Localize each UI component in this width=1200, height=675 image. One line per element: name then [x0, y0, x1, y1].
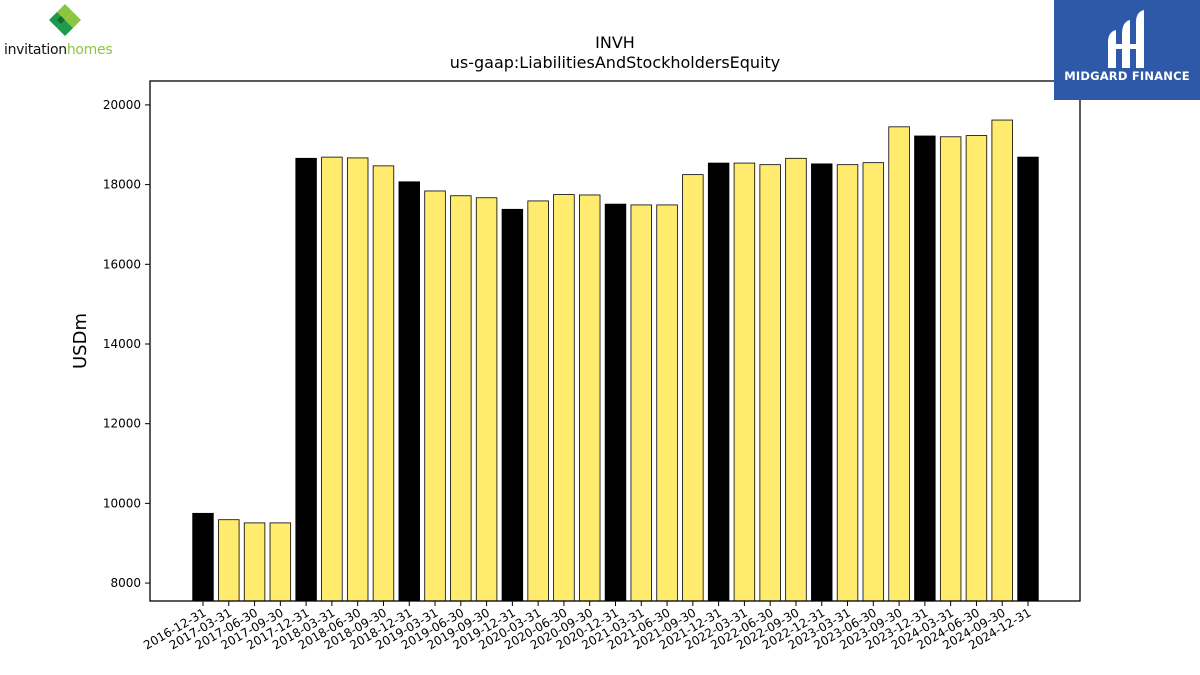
bar-2023-06-30: [862, 162, 885, 602]
bar-2019-12-31: [501, 208, 524, 602]
wordmark-invitation: invitation: [4, 42, 67, 58]
bar-2018-03-31: [321, 156, 343, 602]
y-tick-label: 16000: [103, 257, 141, 271]
bar-2020-09-30: [579, 194, 601, 602]
bar-2017-09-30: [269, 522, 292, 602]
bar-2020-03-31: [527, 200, 549, 602]
bar-2019-03-31: [424, 190, 446, 602]
midgard-finance-wordmark: MIDGARD FINANCE: [1064, 69, 1190, 83]
bar-2024-12-31: [1017, 156, 1039, 602]
bar-2019-06-30: [450, 195, 472, 602]
bar-2018-09-30: [372, 165, 395, 602]
bar-2020-06-30: [553, 194, 575, 602]
x-axis-ticks: 2016-12-312017-03-312017-06-302017-09-30…: [141, 601, 1034, 652]
y-tick-label: 20000: [103, 98, 141, 112]
y-axis-label: USDm: [70, 313, 91, 369]
bar-2017-03-31: [218, 519, 240, 602]
chart-subtitle: us-gaap:LiabilitiesAndStockholdersEquity: [450, 53, 781, 72]
bar-2023-03-31: [836, 164, 859, 602]
bar-2024-06-30: [965, 135, 988, 602]
y-tick-label: 14000: [103, 337, 141, 351]
plot-area-frame: [149, 80, 1081, 602]
midgard-mark-icon: [1108, 10, 1144, 68]
y-tick-label: 12000: [103, 417, 141, 431]
bar-2020-12-31: [604, 203, 627, 602]
wordmark-homes: homes: [66, 42, 113, 58]
bar-2022-03-31: [733, 162, 756, 602]
bar-2019-09-30: [475, 197, 498, 602]
bar-2021-06-30: [656, 204, 678, 602]
invitation-homes-logo: invitationhomes: [4, 4, 134, 62]
bar-2018-06-30: [346, 157, 369, 602]
y-axis-ticks: 8000 10000 12000 14000 16000 18000 20000: [103, 98, 150, 590]
bar-2023-09-30: [888, 126, 910, 602]
bar-2023-12-31: [914, 135, 936, 602]
bar-2022-09-30: [785, 157, 807, 602]
bar-2024-03-31: [939, 136, 962, 602]
invitation-homes-mark-icon: [49, 4, 81, 36]
y-tick-label: 10000: [103, 496, 141, 510]
bar-2021-03-31: [630, 204, 652, 602]
y-tick-label: 18000: [103, 178, 141, 192]
bar-2017-06-30: [243, 522, 266, 602]
bar-2016-12-31: [192, 512, 214, 602]
bar-2021-12-31: [707, 162, 730, 602]
y-tick-label: 8000: [110, 576, 141, 590]
bar-2021-09-30: [682, 174, 704, 602]
bar-2022-12-31: [811, 163, 833, 602]
midgard-finance-logo: MIDGARD FINANCE: [1054, 0, 1200, 100]
bar-2022-06-30: [759, 164, 781, 602]
bar-2018-12-31: [398, 181, 420, 602]
invitation-homes-wordmark: invitationhomes: [4, 42, 113, 58]
bar-2017-12-31: [295, 157, 317, 602]
bar-2024-09-30: [991, 119, 1013, 602]
bars-group: [192, 119, 1039, 602]
chart-title: INVH: [595, 33, 635, 52]
